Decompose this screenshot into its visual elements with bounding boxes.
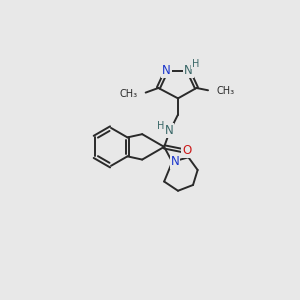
Text: N: N: [162, 64, 171, 77]
Text: N: N: [171, 155, 179, 168]
Text: H: H: [192, 59, 199, 69]
Text: CH₃: CH₃: [216, 86, 234, 96]
Text: N: N: [184, 64, 193, 77]
Text: O: O: [182, 144, 191, 157]
Text: H: H: [157, 121, 164, 131]
Text: N: N: [164, 124, 173, 137]
Text: CH₃: CH₃: [119, 89, 138, 99]
